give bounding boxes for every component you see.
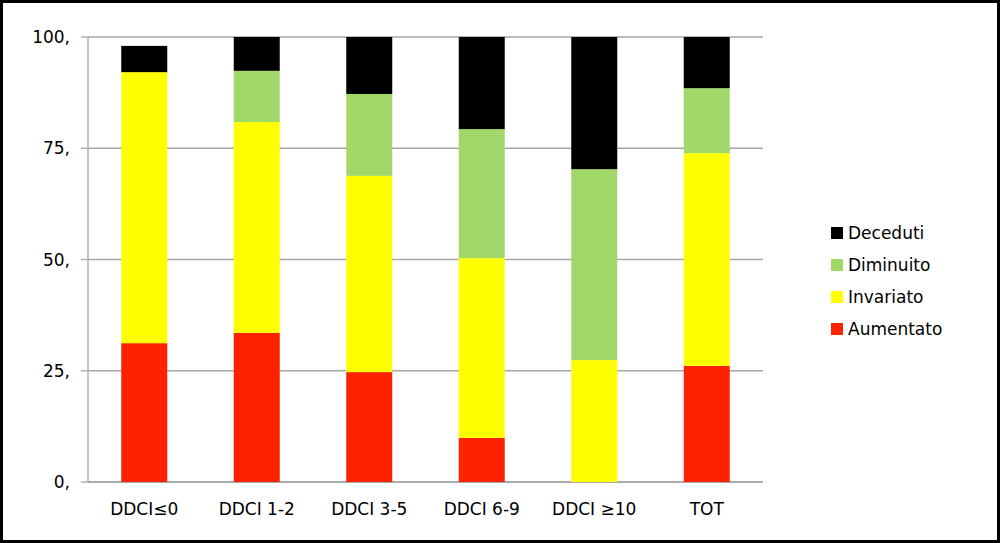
tick-mark [81, 370, 88, 371]
legend-label: Diminuito [848, 255, 930, 275]
x-tick-label: DDCI 3-5 [331, 499, 407, 519]
legend-swatch [831, 259, 843, 271]
y-tick-label: 100, [32, 27, 70, 47]
x-tick-label: DDCI ≥10 [552, 499, 636, 519]
bar-segment [234, 37, 280, 71]
bar-segment [346, 372, 392, 482]
bar-segment [459, 37, 505, 129]
bar-segment [459, 438, 505, 482]
x-tick-label: TOT [689, 499, 725, 519]
legend-swatch [831, 323, 843, 335]
grid-line [88, 481, 763, 482]
grid-line [88, 259, 763, 260]
y-axis [87, 37, 88, 482]
bar-segment [571, 360, 617, 482]
grid-line [88, 370, 763, 371]
tick-mark [81, 36, 88, 37]
grid-line [88, 36, 763, 37]
bar-segment [684, 88, 730, 153]
bar-segment [571, 169, 617, 360]
bar-segment [234, 333, 280, 482]
grid-line [88, 148, 763, 149]
y-tick-label: 25, [43, 361, 70, 381]
legend-label: Invariato [848, 287, 923, 307]
bar-segment [684, 153, 730, 366]
bar-segment [121, 72, 167, 343]
bar-segment [234, 71, 280, 122]
y-tick-label: 50, [43, 250, 70, 270]
bar-segment [684, 37, 730, 88]
bar-segment [121, 46, 167, 72]
x-axis [88, 481, 763, 482]
bar-segment [459, 258, 505, 438]
bar-segment [684, 366, 730, 482]
x-tick-label: DDCI 1-2 [219, 499, 295, 519]
bars [121, 37, 730, 482]
bar-segment [346, 37, 392, 94]
legend-swatch [831, 291, 843, 303]
tick-mark [81, 148, 88, 149]
x-tick-label: DDCI≤0 [110, 499, 178, 519]
legend-label: Aumentato [848, 319, 942, 339]
frame [2, 2, 999, 542]
bar-segment [571, 37, 617, 169]
bar-segment [234, 122, 280, 333]
legend-label: Deceduti [848, 223, 924, 243]
legend-swatch [831, 227, 843, 239]
y-tick-label: 75, [43, 138, 70, 158]
bar-segment [346, 94, 392, 176]
bar-segment [121, 343, 167, 482]
tick-mark [81, 481, 88, 482]
y-tick-label: 0, [54, 472, 70, 492]
bar-segment [459, 129, 505, 258]
x-tick-label: DDCI 6-9 [444, 499, 520, 519]
bar-segment [346, 176, 392, 372]
chart: 0, 25, 50, 75, 100, DDCI≤0 DDCI 1-2 DDCI 3-5 DDC… [0, 0, 1000, 543]
tick-mark [81, 259, 88, 260]
